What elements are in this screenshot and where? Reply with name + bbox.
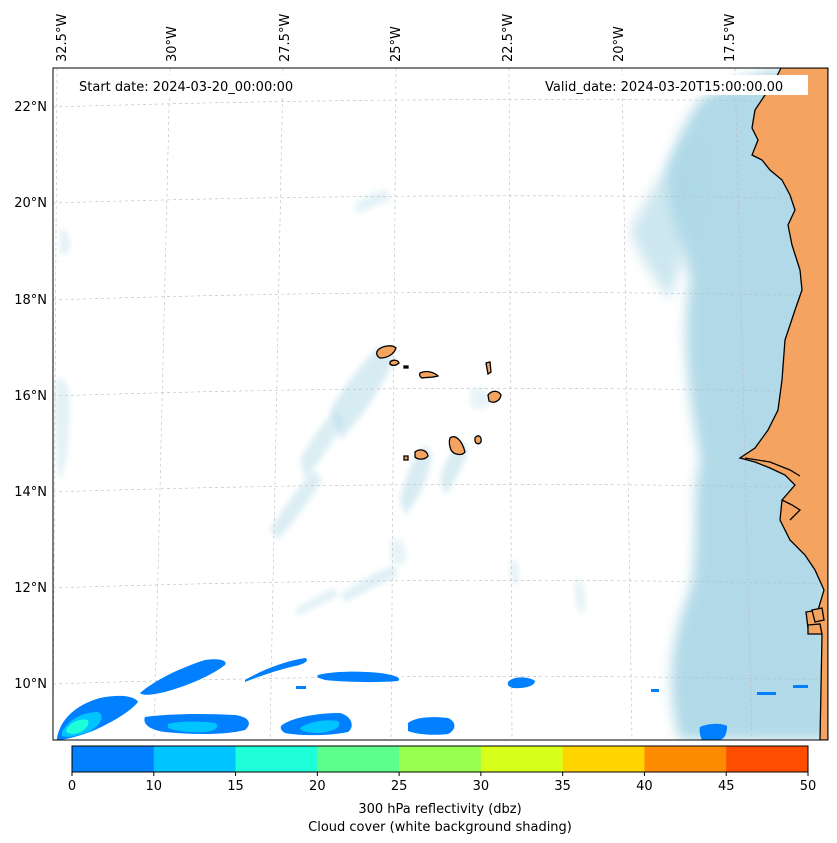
colorbar: 0 10 15 20 25 30 35 40 45 50 xyxy=(68,745,817,794)
colorbar-tick-label: 20 xyxy=(309,779,326,794)
lat-label: 22°N xyxy=(14,100,47,115)
lat-label: 14°N xyxy=(14,485,47,500)
cape-verde-islands xyxy=(376,345,502,461)
colorbar-segment xyxy=(317,746,400,772)
colorbar-tick-label: 50 xyxy=(800,779,817,794)
map-frame xyxy=(52,67,829,741)
colorbar-segment xyxy=(153,746,237,772)
colorbar-segment xyxy=(644,746,727,772)
lat-label: 10°N xyxy=(14,677,47,692)
lat-label: 12°N xyxy=(14,581,47,596)
colorbar-segment xyxy=(235,746,318,772)
lon-label: 17.5°W xyxy=(723,14,738,62)
colorbar-segment xyxy=(562,746,645,772)
colorbar-tick-label: 45 xyxy=(718,779,735,794)
lon-label: 30°W xyxy=(165,26,180,62)
colorbar-segment xyxy=(399,746,482,772)
start-date-box xyxy=(75,75,315,95)
valid-date-box xyxy=(540,75,808,95)
colorbar-tick-label: 40 xyxy=(636,779,653,794)
colorbar-segment xyxy=(72,746,155,772)
colorbar-segment xyxy=(726,746,809,772)
lon-label: 32.5°W xyxy=(55,14,70,62)
reflectivity-layer xyxy=(57,658,808,740)
valid-date-text: Valid_date: 2024-03-20T15:00:00.00 xyxy=(545,80,783,95)
lon-label: 25°W xyxy=(389,26,404,62)
lon-label: 20°W xyxy=(612,26,627,62)
start-date-text: Start date: 2024-03-20_00:00:00 xyxy=(79,80,293,95)
colorbar-tick-label: 10 xyxy=(146,779,163,794)
lat-label: 18°N xyxy=(14,293,47,308)
lat-label: 20°N xyxy=(14,196,47,211)
lon-label: 27.5°W xyxy=(278,14,293,62)
longitude-labels: 32.5°W 30°W 27.5°W 25°W 22.5°W 20°W 17.5… xyxy=(55,14,738,62)
african-coast-land xyxy=(738,68,828,740)
cloud-cover-layer xyxy=(54,68,828,740)
latitude-labels: 22°N 20°N 18°N 16°N 14°N 12°N 10°N xyxy=(14,100,47,692)
colorbar-tick-label: 25 xyxy=(391,779,408,794)
colorbar-segment xyxy=(480,746,564,772)
colorbar-tick-label: 35 xyxy=(554,779,571,794)
colorbar-label-line2: Cloud cover (white background shading) xyxy=(308,820,572,835)
lon-label: 22.5°W xyxy=(501,14,516,62)
colorbar-tick-label: 30 xyxy=(473,779,490,794)
colorbar-tick-label: 15 xyxy=(227,779,244,794)
colorbar-frame xyxy=(71,745,809,773)
lat-label: 16°N xyxy=(14,389,47,404)
colorbar-tick-label: 0 xyxy=(68,779,76,794)
colorbar-label-line1: 300 hPa reflectivity (dbz) xyxy=(358,802,521,817)
map-panel xyxy=(53,68,828,740)
